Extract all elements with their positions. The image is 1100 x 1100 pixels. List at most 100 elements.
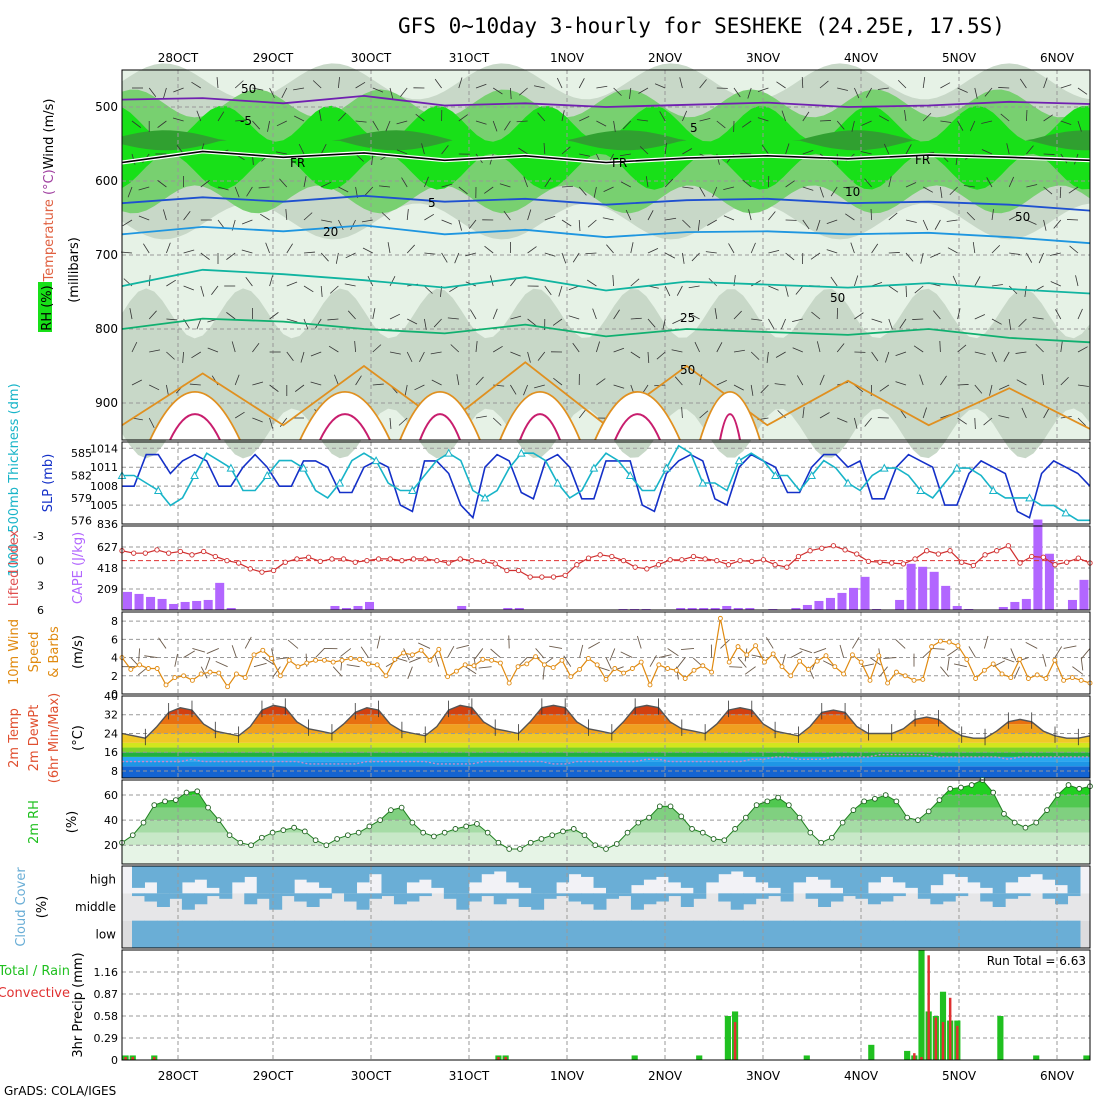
wind-barb xyxy=(183,285,195,291)
cape-bar xyxy=(1010,601,1020,610)
cloud-bar-high xyxy=(331,866,345,894)
cloud-bar-high xyxy=(518,866,532,888)
cloud-bar-low xyxy=(344,920,358,948)
cloud-bar-low xyxy=(730,920,744,948)
wind-speed-marker xyxy=(225,684,231,690)
li-marker xyxy=(399,557,405,564)
cloud-bar-low xyxy=(743,920,757,948)
cape-bar xyxy=(929,571,939,610)
wind-barb xyxy=(475,415,487,419)
wind-barb xyxy=(217,111,225,122)
wind-barb xyxy=(920,252,924,264)
rh-marker xyxy=(915,817,921,823)
lifted-index-tick: 0 xyxy=(37,555,44,568)
wind-barb xyxy=(854,275,859,287)
rh-marker xyxy=(172,797,179,803)
cape-bar xyxy=(618,608,628,610)
cloud-bar-high xyxy=(456,866,470,894)
wind-barb-10m xyxy=(1080,657,1084,671)
li-marker xyxy=(247,566,253,572)
wind-barb xyxy=(819,186,824,198)
wind-barb xyxy=(630,242,634,254)
thickness-tick: 576 xyxy=(71,514,92,527)
wind-barb xyxy=(851,120,855,132)
wind-barb xyxy=(320,144,327,155)
wind-barb xyxy=(836,120,845,130)
li-marker xyxy=(235,560,242,566)
cloud-bar-middle xyxy=(618,893,632,897)
wind-barb xyxy=(837,417,848,423)
wind-barb xyxy=(966,211,976,221)
cloud-bar-low xyxy=(818,920,832,948)
wind-barb xyxy=(905,144,912,155)
wind-barb xyxy=(940,375,947,386)
precip-convective-bar xyxy=(153,1056,156,1060)
cloud-bar-high xyxy=(755,866,769,883)
cape-axis-label-part: CAPE (J/kg) xyxy=(71,532,86,604)
rh-marker xyxy=(678,813,685,820)
wind-barb xyxy=(138,215,150,221)
wind-barb xyxy=(904,110,907,122)
contour-label: 10 xyxy=(845,185,860,199)
wind-barb-10m xyxy=(983,635,989,649)
wind-barb xyxy=(404,384,408,396)
li-marker xyxy=(562,572,568,579)
wind-barb-10m xyxy=(434,654,440,667)
wind-speed-marker xyxy=(735,644,741,650)
wind-barb xyxy=(252,120,261,130)
wind-barb xyxy=(1008,176,1015,188)
wind-barb xyxy=(816,341,821,353)
wind-barb xyxy=(269,384,279,392)
wind-speed-marker xyxy=(612,666,618,671)
rh-marker xyxy=(517,846,523,852)
cloud-bar-middle xyxy=(344,893,358,902)
wind-barb-10m xyxy=(253,662,267,668)
cloud-bar-high xyxy=(793,866,807,883)
wind-barb xyxy=(246,186,253,197)
cloud-bar-high xyxy=(880,866,894,877)
wind-barb-10m xyxy=(947,648,959,657)
wind-barb xyxy=(516,120,528,123)
thickness-marker xyxy=(371,456,381,465)
wind-barb xyxy=(572,252,580,263)
cloud-bar-low xyxy=(468,920,482,948)
li-marker xyxy=(865,558,872,565)
wind-barb xyxy=(613,384,625,389)
precip-convective-bar xyxy=(913,1053,916,1060)
wind-barb-10m xyxy=(447,645,455,658)
wind-barb xyxy=(974,87,978,99)
wind-barb xyxy=(537,112,546,122)
cloud-bar-middle xyxy=(556,893,570,897)
wind-barb xyxy=(707,219,717,226)
wind-barb xyxy=(974,351,986,355)
rh-marker xyxy=(861,798,867,805)
wind-barb xyxy=(492,417,502,426)
wind-speed-marker xyxy=(128,666,134,672)
li-marker xyxy=(807,548,813,554)
wind-barb-10m xyxy=(549,645,563,649)
temperature-wind-label-part: Wind (m/s) xyxy=(42,99,57,170)
precip-convective-bar xyxy=(927,955,930,1060)
rh-marker xyxy=(484,829,491,836)
wind-barb xyxy=(989,384,993,396)
li-marker xyxy=(714,557,720,564)
contour-label: 20 xyxy=(323,225,338,239)
wind-barb xyxy=(819,412,830,419)
wind-barb-10m xyxy=(1081,648,1091,659)
thickness-marker xyxy=(589,463,599,472)
wind-barb xyxy=(518,147,528,155)
cape-bar xyxy=(457,605,467,610)
lifted-index-tick: 6 xyxy=(37,604,44,617)
wind-barb xyxy=(1069,245,1079,254)
wind-barb xyxy=(864,178,872,188)
wind-barb xyxy=(191,351,202,359)
cloud-bar-middle xyxy=(880,893,894,902)
wind-barb xyxy=(593,186,597,198)
wind-barb xyxy=(592,308,597,320)
cloud-bar-high xyxy=(531,866,545,894)
precip-convective-bar xyxy=(733,1022,737,1060)
cloud-bar-low xyxy=(693,920,707,948)
wind-barb xyxy=(458,77,463,89)
temp-tick: 24 xyxy=(104,727,118,740)
